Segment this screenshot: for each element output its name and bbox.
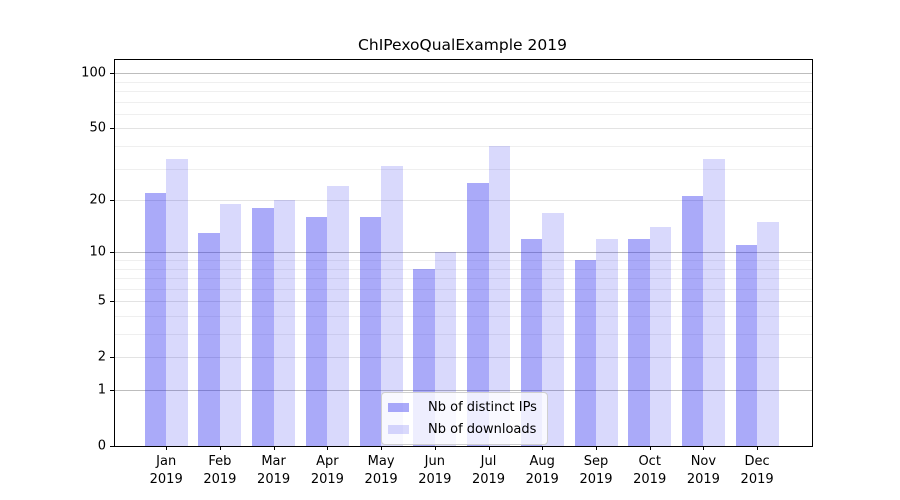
y-tick-mark	[110, 390, 115, 391]
x-tick-mark	[542, 446, 544, 450]
bar-nb-of-distinct-ips-nov	[681, 196, 704, 446]
bar-nb-of-downloads-jan	[166, 158, 188, 446]
bar-nb-of-distinct-ips-jul	[467, 182, 489, 446]
y-tick-mark	[110, 446, 115, 447]
legend-swatch-distinct-ips-icon	[388, 403, 409, 412]
x-tick-label: Oct 2019	[633, 454, 667, 487]
gridline	[115, 73, 812, 75]
bar-nb-of-distinct-ips-apr	[305, 217, 328, 446]
x-tick-mark	[488, 446, 490, 450]
x-tick-mark	[596, 446, 597, 450]
x-tick-mark	[757, 446, 759, 450]
x-tick-label: May 2019	[364, 454, 398, 487]
x-tick-label: Dec 2019	[740, 454, 774, 487]
bar-nb-of-distinct-ips-may	[359, 217, 382, 446]
x-tick-mark	[434, 446, 436, 450]
gridline-minor	[115, 260, 812, 261]
gridline-minor	[115, 91, 812, 93]
y-tick-mark	[110, 73, 115, 75]
gridline	[115, 357, 812, 359]
gridline	[115, 390, 812, 391]
y-tick-label: 50	[89, 120, 106, 136]
y-tick-mark	[110, 301, 115, 303]
y-tick-label: 1	[97, 382, 106, 398]
gridline-minor	[115, 81, 812, 83]
gridline-minor	[115, 168, 812, 170]
bar-nb-of-downloads-sep	[596, 238, 618, 446]
y-tick-label: 100	[81, 65, 106, 81]
bar-nb-of-distinct-ips-dec	[735, 245, 758, 446]
bar-nb-of-downloads-feb	[219, 204, 242, 446]
legend: Nb of distinct IPs Nb of downloads	[381, 392, 548, 445]
bar-nb-of-distinct-ips-jan	[144, 192, 167, 446]
x-tick-mark	[649, 446, 651, 450]
x-tick-mark	[166, 446, 168, 450]
gridline-minor	[115, 278, 812, 279]
x-tick-mark	[703, 446, 705, 450]
x-tick-label: Apr 2019	[310, 454, 344, 487]
gridline-minor	[115, 288, 812, 290]
x-tick-label: Mar 2019	[257, 454, 291, 487]
legend-label-downloads: Nb of downloads	[428, 422, 537, 437]
y-tick-mark	[110, 357, 115, 359]
gridline-minor	[115, 268, 812, 270]
bar-nb-of-distinct-ips-sep	[574, 260, 596, 446]
bar-nb-of-downloads-may	[381, 166, 403, 446]
bar-nb-of-downloads-apr	[327, 186, 349, 446]
gridline-minor	[115, 334, 812, 335]
x-tick-mark	[381, 446, 383, 450]
x-tick-label: Jun 2019	[418, 454, 452, 487]
gridline-minor	[115, 101, 812, 103]
y-tick-label: 5	[97, 293, 106, 309]
legend-row-distinct-ips: Nb of distinct IPs	[388, 400, 537, 415]
gridline-minor	[115, 146, 812, 148]
y-tick-mark	[110, 128, 115, 130]
y-tick-label: 2	[97, 349, 106, 365]
bar-nb-of-downloads-jul	[488, 146, 510, 446]
plot-area: 0 1 2 5 10 20 50 100 Jan 2019 Feb 2019 Mar 2019 Apr…	[81, 59, 813, 487]
legend-label-distinct-ips: Nb of distinct IPs	[428, 400, 537, 415]
y-tick-label: 10	[89, 244, 106, 260]
bar-nb-of-distinct-ips-mar	[252, 208, 274, 446]
x-tick-label: Jan 2019	[149, 454, 183, 487]
gridline	[115, 128, 812, 130]
x-tick-label: Feb 2019	[203, 454, 237, 487]
gridline	[115, 301, 812, 303]
x-tick-label: Jul 2019	[471, 454, 506, 487]
gridline	[115, 200, 812, 202]
bar-nb-of-downloads-dec	[757, 222, 779, 446]
x-tick-label: Nov 2019	[686, 454, 720, 487]
grid-layer	[115, 60, 812, 446]
x-tick-mark	[219, 446, 221, 450]
bar-nb-of-downloads-aug	[542, 212, 564, 446]
x-tick-mark	[273, 446, 275, 450]
axis-layer: 0 1 2 5 10 20 50 100 Jan 2019 Feb 2019 Mar 2019 Apr…	[81, 60, 812, 487]
bar-nb-of-downloads-oct	[649, 227, 672, 446]
gridline	[115, 252, 812, 254]
legend-swatch-downloads-icon	[388, 425, 409, 434]
x-tick-label: Sep 2019	[579, 454, 613, 487]
legend-row-downloads: Nb of downloads	[388, 422, 537, 437]
chart-title: ChIPexoQualExample 2019	[358, 36, 567, 54]
bar-nb-of-distinct-ips-feb	[198, 232, 220, 446]
y-tick-label: 20	[89, 192, 106, 208]
gridline-minor	[115, 114, 812, 115]
gridline-minor	[115, 316, 812, 317]
x-tick-mark	[327, 446, 329, 450]
x-tick-label: Aug 2019	[525, 454, 559, 487]
bar-nb-of-downloads-nov	[703, 158, 725, 446]
y-tick-mark	[110, 252, 115, 254]
bar-nb-of-distinct-ips-oct	[628, 238, 650, 446]
y-tick-label: 0	[97, 438, 106, 454]
y-tick-mark	[110, 200, 115, 202]
bar-nb-of-downloads-mar	[273, 200, 296, 446]
